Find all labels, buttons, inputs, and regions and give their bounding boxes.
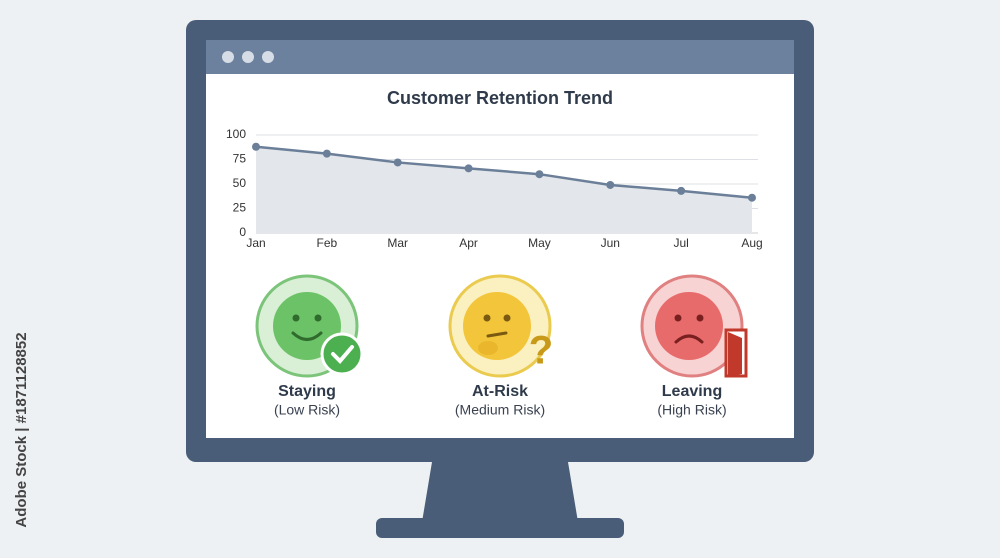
- x-tick-label: Apr: [459, 236, 478, 250]
- window-dot: [262, 51, 274, 63]
- point: [677, 186, 686, 195]
- x-tick-label: May: [528, 236, 551, 250]
- card-sublabel: (High Risk): [657, 402, 726, 418]
- y-tick-label: 100: [226, 127, 246, 141]
- watermark: Adobe Stock | #1871128852: [13, 332, 30, 527]
- check-badge: [320, 332, 364, 376]
- point: [464, 164, 473, 173]
- y-tick-label: 50: [233, 176, 247, 190]
- hand: [478, 341, 498, 355]
- mouth: [486, 331, 508, 338]
- x-tick-label: Jun: [601, 236, 620, 250]
- eye: [314, 314, 322, 322]
- smile: [291, 331, 323, 341]
- card-sublabel: (Low Risk): [274, 402, 340, 418]
- monitor-neck: [422, 462, 578, 522]
- card-labels: Staying (Low Risk) At-Risk (Medium Risk) Lea…: [274, 383, 727, 417]
- x-tick-label: Aug: [741, 236, 762, 250]
- frown: [674, 334, 704, 344]
- face: [463, 292, 531, 360]
- eye: [696, 314, 704, 322]
- x-tick-label: Jan: [246, 236, 265, 250]
- point: [393, 158, 402, 167]
- card-at-risk: ?: [448, 274, 553, 378]
- eye: [483, 314, 491, 322]
- point: [606, 180, 615, 189]
- window-dot: [222, 51, 234, 63]
- x-tick-label: Jul: [673, 236, 688, 250]
- chart: 0 25 50 75 100 Jan Feb Mar Apr May Jun Jul Aug: [226, 127, 763, 250]
- card-label: Staying: [278, 383, 336, 400]
- eye: [292, 314, 300, 322]
- area: [256, 146, 752, 233]
- card-leaving: [640, 274, 748, 378]
- point: [748, 193, 756, 202]
- line: [255, 145, 753, 199]
- face: [655, 292, 723, 360]
- x-tick-label: Mar: [387, 236, 408, 250]
- monitor-base: [376, 518, 624, 538]
- window-dot: [242, 51, 254, 63]
- card-sublabel: (Medium Risk): [455, 402, 545, 418]
- chart-title: Customer Retention Trend: [387, 88, 613, 108]
- y-tick-label: 75: [233, 152, 247, 166]
- check-icon: [331, 345, 354, 364]
- eye: [674, 314, 682, 322]
- y-tick-label: 25: [233, 201, 247, 215]
- eye: [503, 314, 511, 322]
- window-bar: [206, 40, 794, 74]
- point: [322, 149, 331, 158]
- card-label: At-Risk: [472, 383, 528, 400]
- point: [252, 142, 260, 151]
- card-label: Leaving: [662, 383, 722, 400]
- point: [535, 170, 544, 179]
- y-tick-label: 0: [239, 225, 246, 239]
- question-icon: ?: [529, 329, 553, 373]
- x-tick-label: Feb: [317, 236, 338, 250]
- door-icon: [728, 332, 742, 376]
- card-staying: [255, 274, 364, 378]
